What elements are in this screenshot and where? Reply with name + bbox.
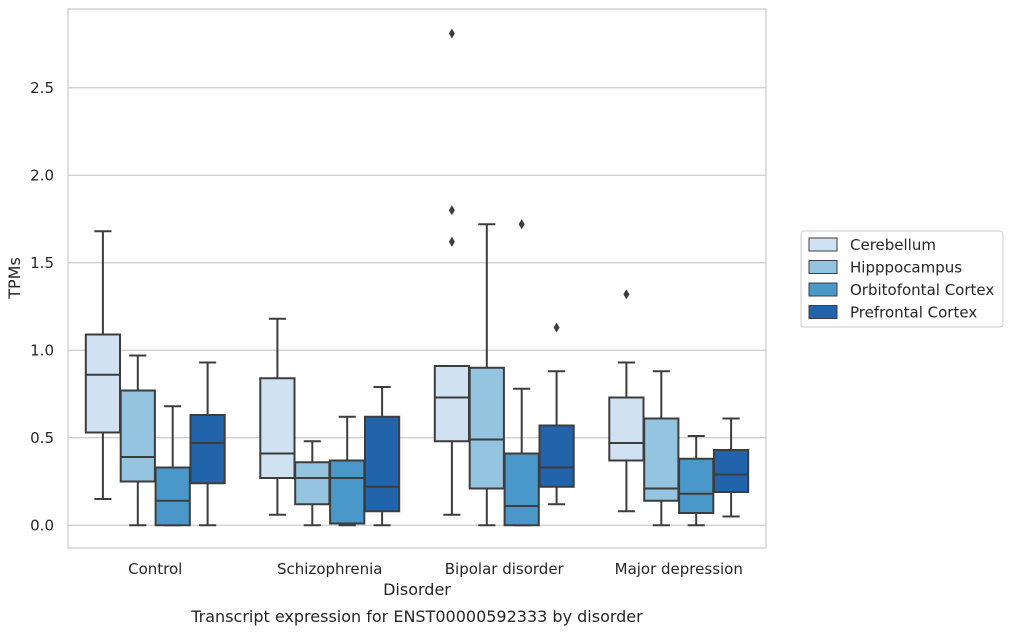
y-tick-label: 2.0 (30, 166, 54, 184)
box (678, 435, 715, 527)
box-body (363, 415, 401, 513)
plot-frame (67, 8, 767, 549)
box-body (84, 333, 122, 434)
legend: Cerebellum Hipppocampus Orbitofontal Corte… (800, 230, 1004, 328)
outlier-point (518, 219, 525, 230)
box (712, 417, 750, 518)
x-tick-label: Bipolar disorder (445, 560, 565, 578)
box-body (503, 452, 540, 527)
outlier-point (448, 205, 455, 216)
y-tick-label: 2.5 (30, 79, 54, 97)
box (538, 322, 575, 506)
outlier-point (448, 236, 455, 247)
x-axis-ticks: Control Schizophrenia Bipolar disorder Majo… (128, 560, 743, 578)
y-tick-label: 0.0 (30, 516, 54, 534)
x-tick-label: Control (128, 560, 182, 578)
legend-label: Prefrontal Cortex (850, 304, 977, 322)
legend-label: Orbitofontal Cortex (850, 281, 994, 299)
legend-label: Hipppocampus (850, 259, 962, 277)
box (608, 289, 645, 513)
box-body (712, 449, 750, 493)
y-tick-label: 1.0 (30, 341, 54, 359)
legend-swatch (808, 260, 838, 274)
box (294, 440, 331, 527)
box (189, 361, 226, 527)
y-tick-label: 1.5 (30, 254, 54, 272)
box-groups (84, 28, 750, 527)
y-axis-ticks: 0.0 0.5 1.0 1.5 2.0 2.5 (30, 79, 54, 535)
box-body (538, 424, 575, 488)
box (119, 354, 156, 527)
box-body (259, 377, 296, 479)
legend-swatch (808, 282, 838, 297)
box (84, 230, 122, 500)
outlier-point (553, 322, 560, 333)
box-body (119, 389, 156, 483)
box-body (154, 466, 191, 527)
box-body (678, 457, 715, 514)
y-axis-label: TPMs (5, 257, 24, 300)
box (503, 219, 540, 527)
box (433, 28, 471, 516)
box-body (608, 396, 645, 462)
chart-caption: Transcript expression for ENST0000059233… (190, 607, 643, 626)
legend-swatch (808, 305, 838, 319)
x-axis-label: Disorder (383, 580, 451, 599)
box (259, 317, 296, 516)
outlier-point (623, 289, 630, 300)
box (363, 386, 401, 527)
box-body (468, 366, 505, 490)
box-body (433, 365, 471, 443)
x-tick-label: Major depression (615, 560, 743, 578)
legend-swatch (808, 237, 838, 252)
legend-entries: Cerebellum Hipppocampus Orbitofontal Corte… (808, 236, 994, 322)
box-body (329, 459, 366, 525)
box (468, 223, 505, 527)
box-body (189, 414, 226, 485)
box (154, 405, 191, 527)
x-tick-label: Schizophrenia (277, 560, 382, 578)
box-body (294, 461, 331, 506)
y-tick-label: 0.5 (30, 429, 54, 447)
legend-box (800, 230, 1004, 328)
legend-label: Cerebellum (850, 236, 936, 254)
plot-area (67, 8, 767, 549)
outlier-point (448, 28, 455, 39)
